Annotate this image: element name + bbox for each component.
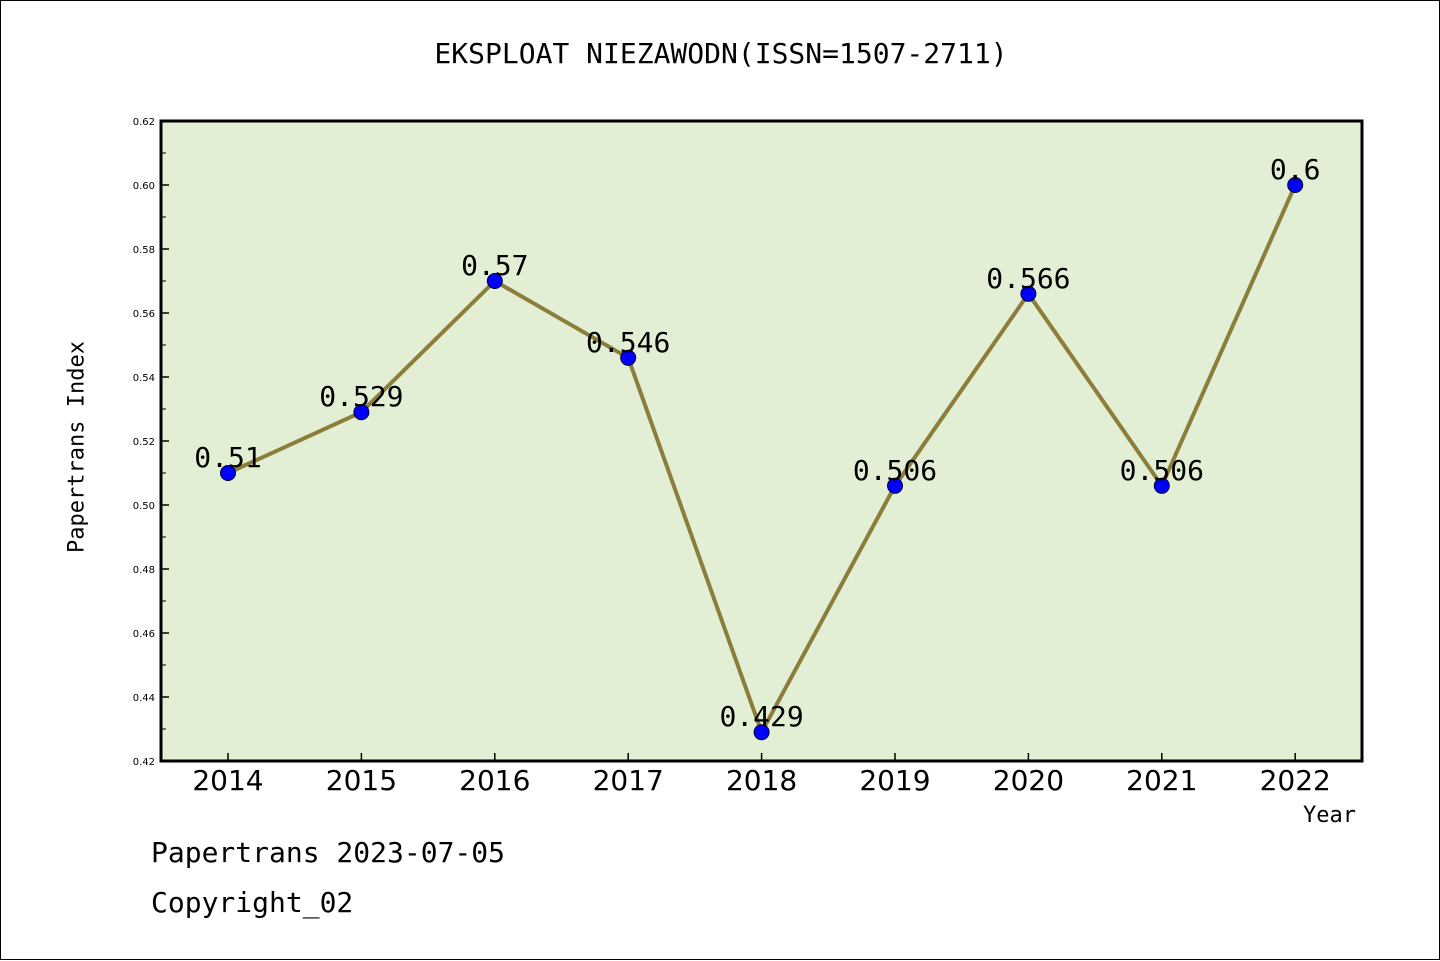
x-tick-label: 2018 bbox=[726, 764, 797, 797]
x-axis-label: Year bbox=[1303, 803, 1356, 828]
data-label: 0.57 bbox=[461, 249, 528, 282]
y-tick-label: 0.46 bbox=[133, 629, 155, 640]
y-tick-label: 0.54 bbox=[133, 373, 155, 384]
y-tick-label: 0.44 bbox=[133, 693, 155, 704]
data-label: 0.566 bbox=[986, 262, 1070, 295]
y-tick-label: 0.52 bbox=[133, 437, 155, 448]
data-point bbox=[620, 349, 637, 366]
data-point bbox=[753, 724, 770, 741]
data-point bbox=[1287, 177, 1304, 193]
data-point bbox=[486, 273, 503, 289]
y-tick-label: 0.60 bbox=[133, 181, 155, 192]
x-axis: 2014 2015 2016 2017 2018 2019 2020 2021 2022 bbox=[192, 753, 1331, 797]
x-tick-label: 2017 bbox=[593, 764, 664, 797]
data-markers bbox=[220, 177, 1304, 741]
y-tick-label: 0.50 bbox=[133, 501, 155, 512]
x-tick-label: 2020 bbox=[993, 764, 1064, 797]
y-tick-label: 0.42 bbox=[133, 757, 155, 768]
data-point bbox=[353, 404, 370, 421]
data-label: 0.546 bbox=[586, 326, 670, 359]
footer-copyright: Copyright_02 bbox=[151, 886, 354, 919]
plot-border bbox=[159, 119, 1364, 763]
data-label: 0.506 bbox=[1120, 454, 1204, 487]
data-point bbox=[1020, 285, 1037, 302]
data-point bbox=[220, 465, 236, 481]
y-axis: 0.42 0.44 0.46 0.48 0.50 0.52 0.54 0.56 0.58 0.60… bbox=[133, 117, 169, 768]
x-tick-label: 2016 bbox=[459, 764, 530, 797]
plot-area bbox=[161, 121, 1362, 761]
x-tick-label: 2014 bbox=[192, 764, 263, 797]
data-label: 0.51 bbox=[194, 441, 261, 474]
y-tick-label: 0.56 bbox=[133, 309, 155, 320]
x-tick-label: 2015 bbox=[326, 764, 397, 797]
chart-title: EKSPLOAT NIEZAWODN(ISSN=1507-2711) bbox=[434, 37, 1008, 70]
y-tick-label: 0.48 bbox=[133, 565, 155, 576]
y-tick-label: 0.62 bbox=[133, 117, 155, 128]
data-label: 0.506 bbox=[853, 454, 937, 487]
data-label: 0.529 bbox=[319, 380, 403, 413]
y-tick-label: 0.58 bbox=[133, 245, 155, 256]
data-labels: 0.51 0.529 0.57 0.546 0.429 0.506 0.566 0.506 0.… bbox=[194, 153, 1320, 733]
x-tick-label: 2022 bbox=[1260, 764, 1331, 797]
data-point bbox=[1153, 477, 1170, 494]
data-label: 0.429 bbox=[719, 700, 803, 733]
data-point bbox=[887, 477, 903, 494]
footer-date: Papertrans 2023-07-05 bbox=[151, 836, 506, 869]
data-label: 0.6 bbox=[1270, 153, 1321, 186]
x-tick-label: 2021 bbox=[1126, 764, 1197, 797]
x-tick-label: 2019 bbox=[859, 764, 930, 797]
